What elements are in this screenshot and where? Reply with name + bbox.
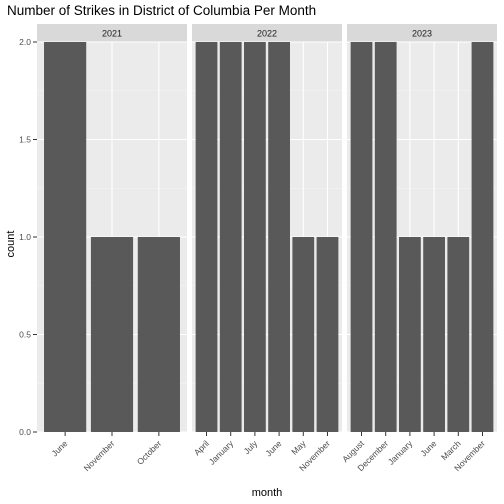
bar — [447, 237, 470, 432]
x-tick-label: November — [82, 438, 117, 473]
bar — [44, 42, 87, 432]
bar — [374, 42, 397, 432]
x-tick-label: January — [386, 438, 415, 467]
bar — [471, 42, 494, 432]
bar — [90, 237, 134, 432]
bar — [137, 237, 180, 432]
x-tick-label: October — [135, 438, 164, 467]
y-tick-label: 1.5 — [19, 135, 31, 145]
chart-title: Number of Strikes in District of Columbi… — [7, 3, 316, 18]
x-tick-label: June — [263, 438, 283, 458]
y-tick-label: 0.0 — [19, 427, 31, 437]
bar — [350, 42, 373, 432]
y-tick-label: 1.0 — [19, 232, 31, 242]
x-tick-label: June — [418, 438, 438, 458]
x-axis-title: month — [252, 487, 283, 499]
facet-strip — [192, 24, 342, 42]
facet-strip — [347, 24, 497, 42]
facet-strip-label: 2021 — [102, 29, 122, 39]
facet-strip-label: 2023 — [412, 29, 432, 39]
bar — [244, 42, 266, 432]
bar — [268, 42, 290, 432]
x-tick-label: January — [207, 438, 236, 467]
facet-strip-label: 2022 — [257, 29, 277, 39]
bar — [423, 237, 445, 432]
bar — [292, 237, 315, 432]
x-tick-label: July — [242, 438, 260, 456]
facet-panels: 0.0 0.5 1.0 1.5 2.0 2021 June November October 20… — [19, 24, 497, 473]
facet-strip — [37, 24, 187, 42]
y-axis-title: count — [5, 231, 17, 258]
x-tick-label: June — [49, 438, 69, 458]
bar — [219, 42, 242, 432]
bar — [316, 237, 339, 432]
bar — [195, 42, 218, 432]
y-tick-label: 2.0 — [19, 37, 31, 47]
x-tick-label: April — [192, 438, 211, 457]
y-tick-label: 0.5 — [19, 330, 31, 340]
x-tick-label: May — [289, 438, 308, 457]
bar — [399, 237, 421, 432]
